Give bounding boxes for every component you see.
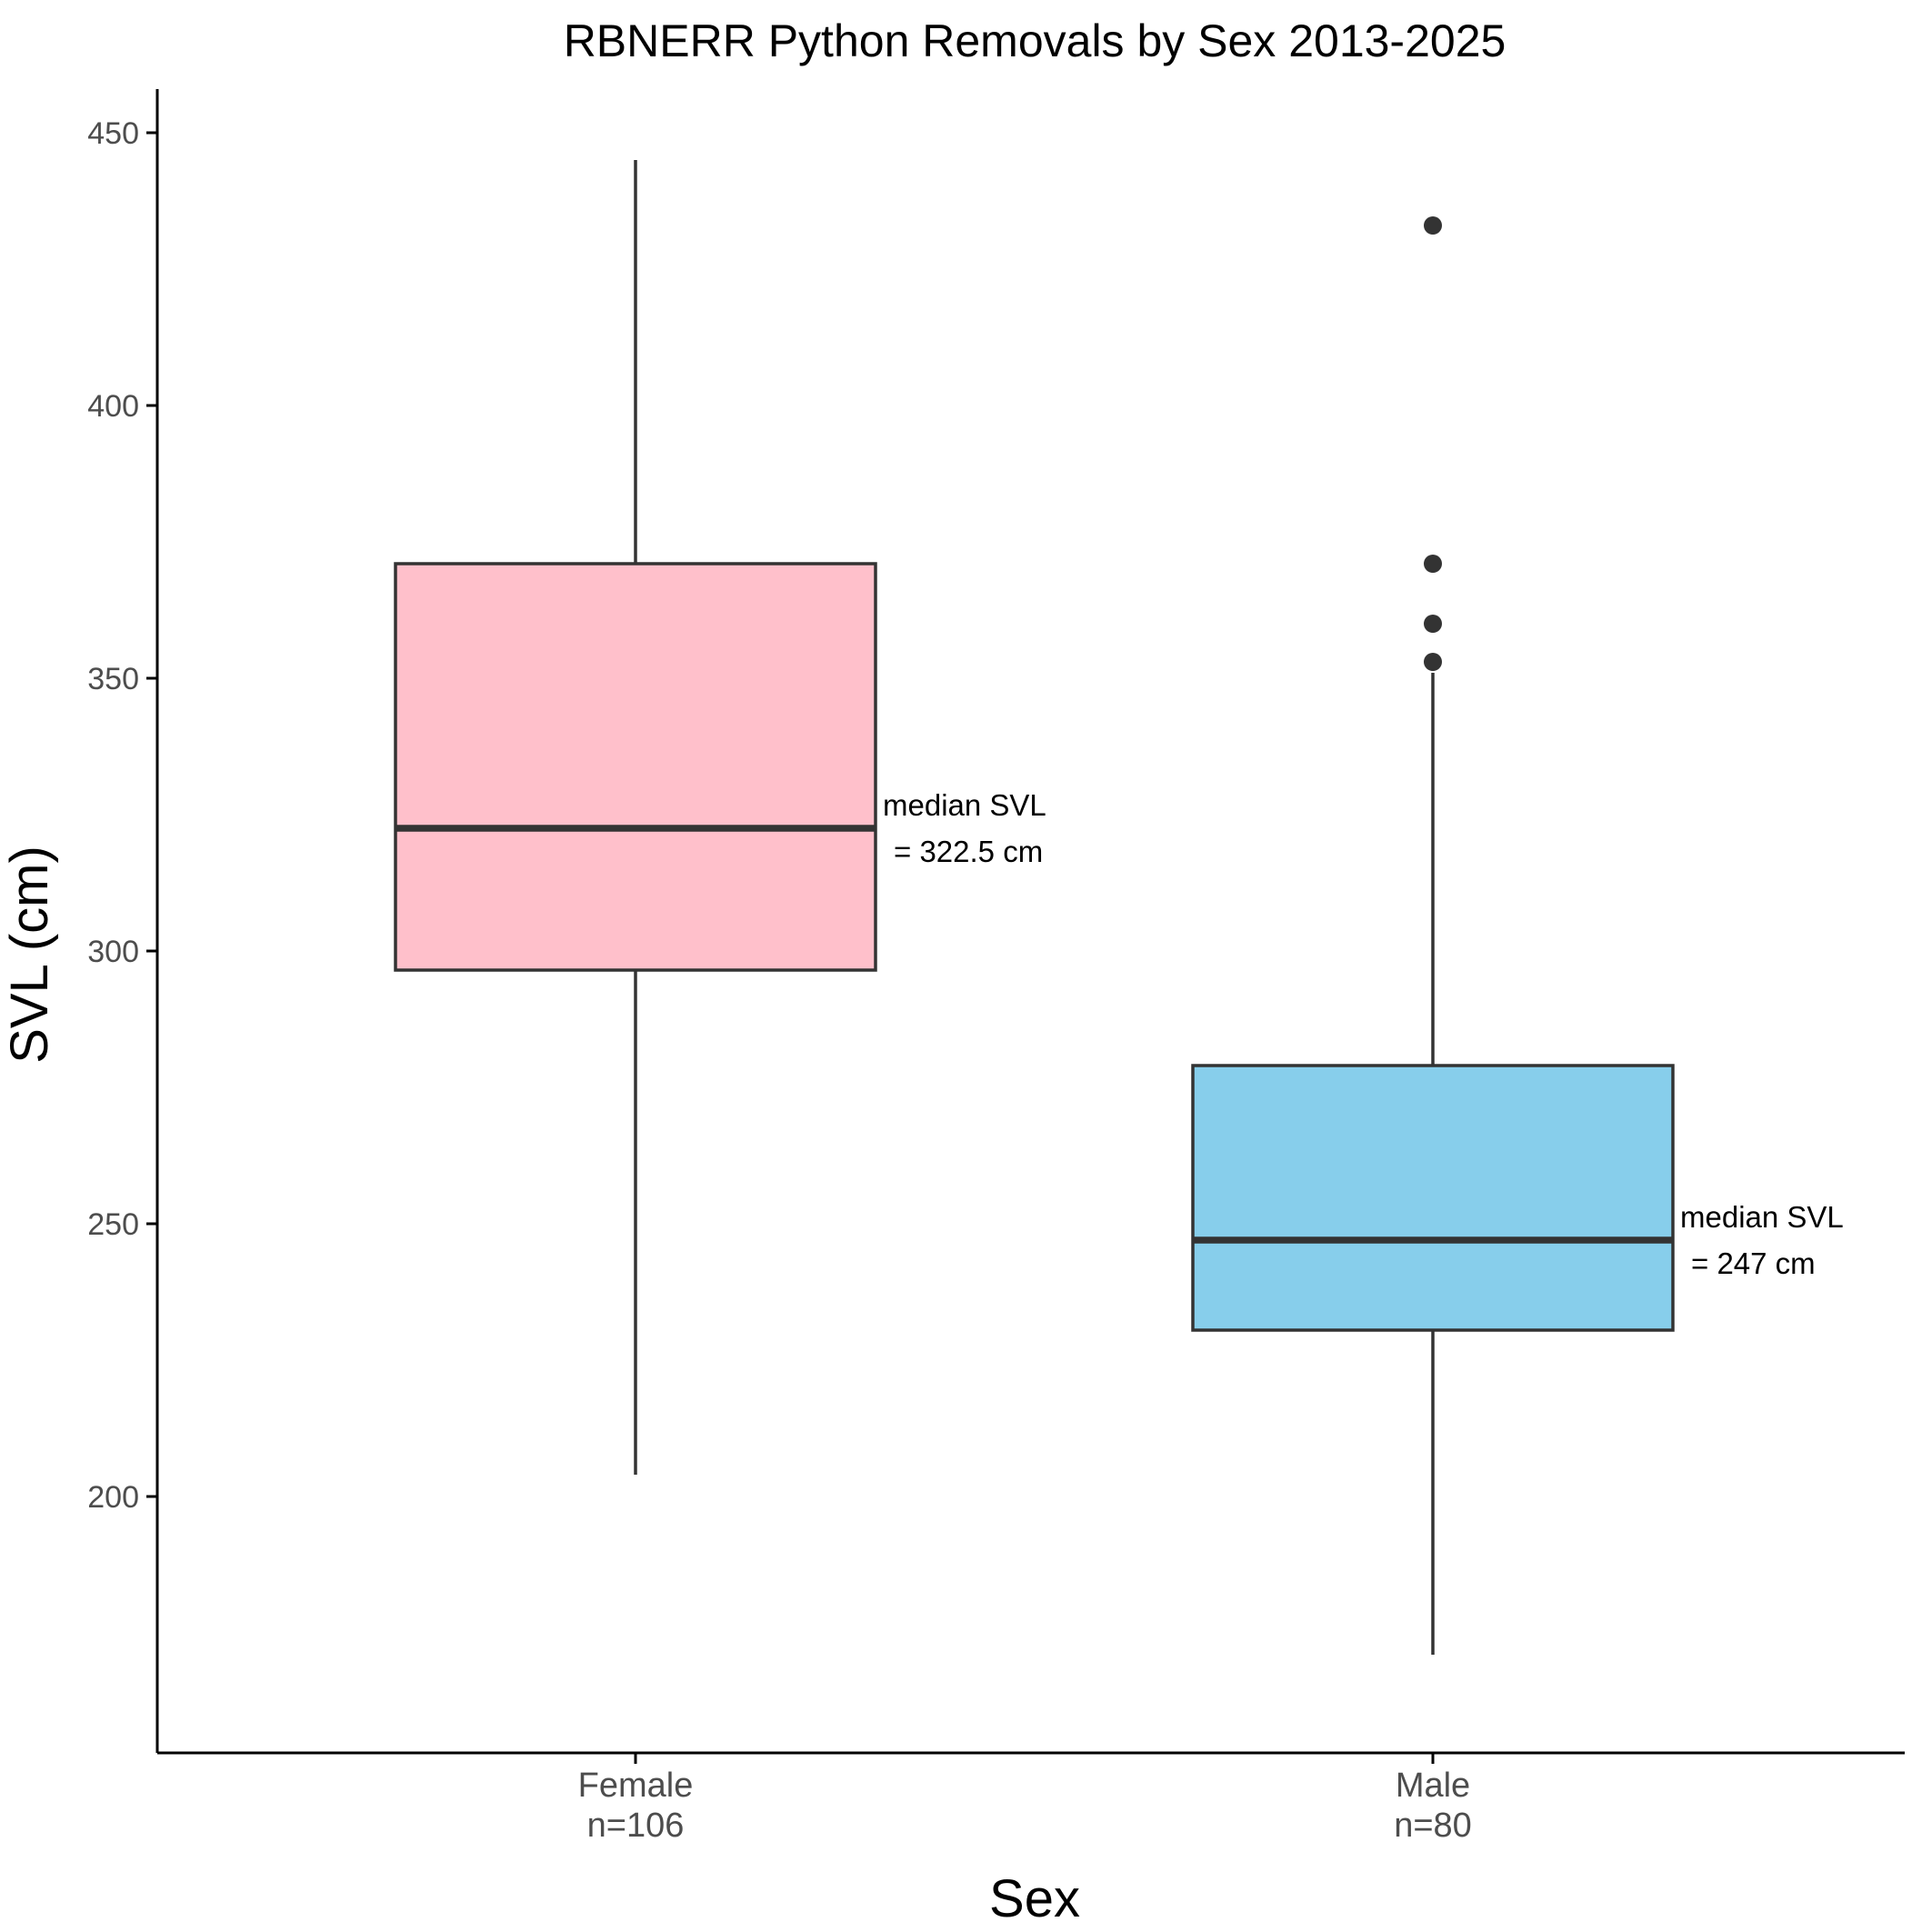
median-annotation-male-line1: median SVL	[1680, 1200, 1844, 1234]
outlier-point-male-1	[1424, 216, 1442, 235]
y-tick-label-350: 350	[87, 662, 139, 696]
outlier-point-male-2	[1424, 555, 1442, 573]
box-female	[394, 562, 877, 972]
x-axis-title: Sex	[989, 1869, 1080, 1928]
y-tick-label-300: 300	[87, 935, 139, 969]
outlier-point-male-4	[1424, 653, 1442, 671]
x-tick-label-male: Male	[1396, 1767, 1470, 1805]
y-tick-label-450: 450	[87, 116, 139, 151]
y-tick-label-250: 250	[87, 1207, 139, 1242]
y-tick-label-400: 400	[87, 389, 139, 424]
median-annotation-female-line1: median SVL	[883, 788, 1046, 822]
chart-title: RBNERR Python Removals by Sex 2013-2025	[564, 15, 1507, 66]
outlier-point-male-3	[1424, 615, 1442, 633]
y-tick-label-200: 200	[87, 1480, 139, 1515]
median-annotation-male-line2: = 247 cm	[1691, 1246, 1816, 1280]
box-male	[1191, 1064, 1675, 1332]
box-group-male: median SVL = 247 cm	[1191, 216, 1844, 1655]
box-group-female: median SVL = 322.5 cm	[394, 160, 1046, 1475]
x-tick-label-female: Female	[578, 1767, 694, 1805]
x-tick-count-female: n=106	[587, 1807, 685, 1845]
y-axis-title: SVL (cm)	[0, 846, 59, 1064]
x-tick-count-male: n=80	[1394, 1807, 1472, 1845]
median-annotation-female-line2: = 322.5 cm	[894, 835, 1043, 868]
